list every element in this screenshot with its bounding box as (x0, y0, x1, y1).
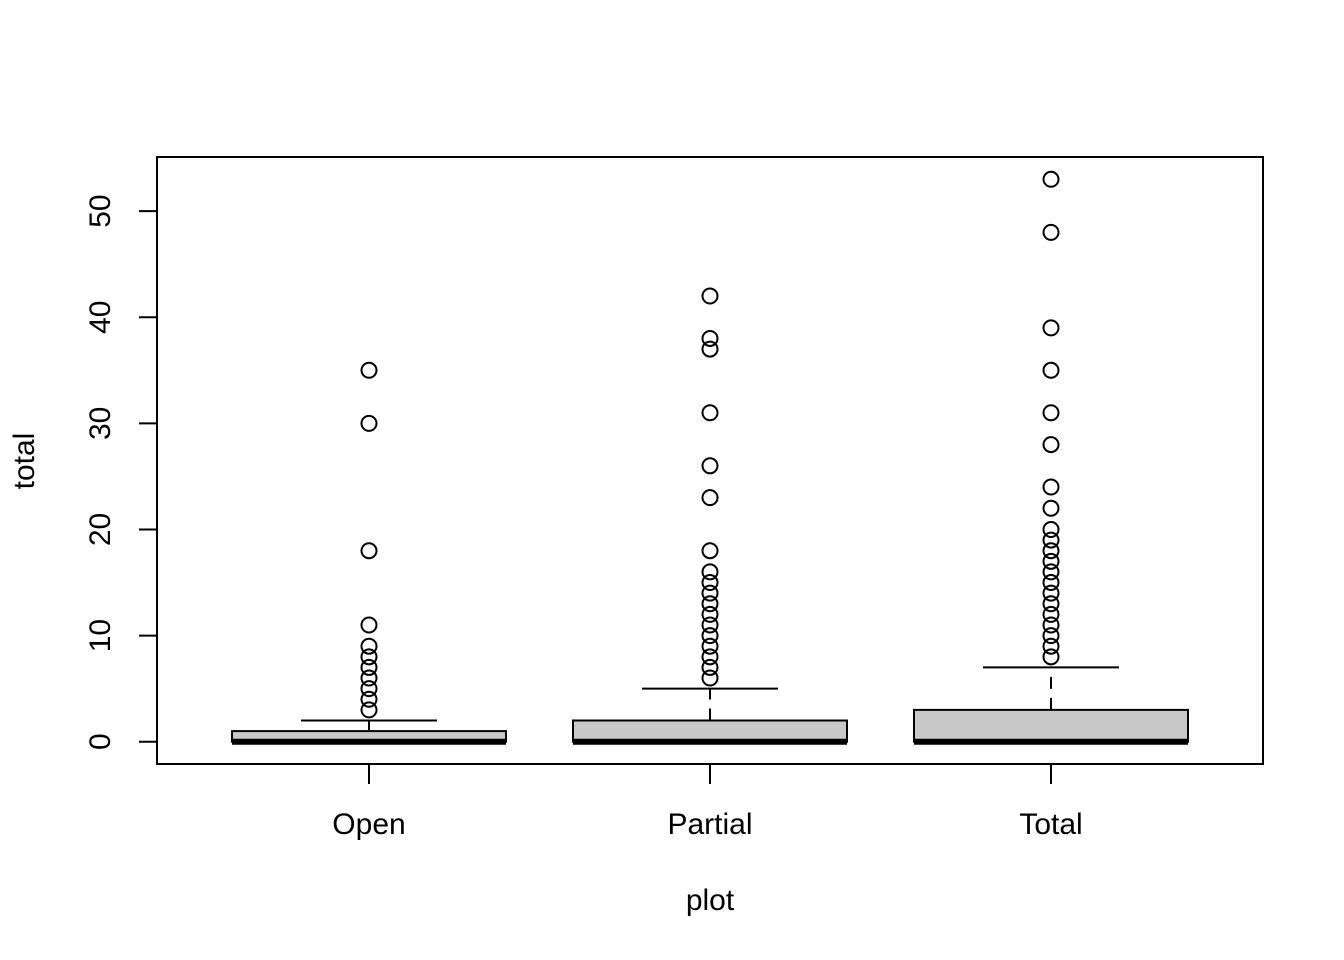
outlier-point (1042, 478, 1060, 496)
outlier-point (701, 637, 719, 655)
outlier-point (701, 287, 719, 305)
outlier-point (360, 542, 378, 560)
outlier-point (360, 658, 378, 676)
outlier-point (1042, 170, 1060, 188)
outlier-point (1042, 627, 1060, 645)
outlier-point (701, 605, 719, 623)
outlier-point (1042, 637, 1060, 655)
outlier-point (360, 690, 378, 708)
x-axis-title: plot (686, 884, 735, 917)
outlier-point (1042, 584, 1060, 602)
outlier-point (1042, 616, 1060, 634)
outlier-point (1042, 542, 1060, 560)
outlier-point (701, 574, 719, 592)
outlier-point (360, 669, 378, 687)
iqr-box (913, 708, 1189, 743)
y-tick-label: 20 (84, 513, 117, 546)
iqr-box (572, 719, 848, 743)
box-open (231, 361, 507, 745)
y-tick-label: 30 (84, 407, 117, 440)
outlier-point (1042, 404, 1060, 422)
outlier-point (360, 701, 378, 719)
outlier-point (360, 616, 378, 634)
outlier-point (360, 648, 378, 666)
outlier-point (701, 595, 719, 613)
outlier-point (1042, 520, 1060, 538)
outlier-point (1042, 574, 1060, 592)
y-tick-label: 40 (84, 301, 117, 334)
x-axis: Open Partial Total (332, 763, 1083, 841)
outlier-point (1042, 319, 1060, 337)
outlier-point (701, 584, 719, 602)
outlier-point (1042, 552, 1060, 570)
box-partial (572, 287, 848, 745)
outlier-point (1042, 563, 1060, 581)
outlier-point (360, 361, 378, 379)
outlier-point (701, 648, 719, 666)
boxes (231, 170, 1189, 745)
outlier-point (701, 340, 719, 358)
x-tick-label: Partial (667, 808, 752, 841)
plot-frame (156, 156, 1264, 765)
x-tick-label: Total (1019, 808, 1082, 841)
outlier-point (360, 637, 378, 655)
outlier-point (701, 616, 719, 634)
outlier-point (701, 563, 719, 581)
outlier-point (701, 404, 719, 422)
outlier-point (1042, 531, 1060, 549)
y-tick-label: 10 (84, 619, 117, 652)
outlier-point (1042, 436, 1060, 454)
outlier-point (701, 489, 719, 507)
outlier-point (360, 680, 378, 698)
y-tick-label: 0 (84, 733, 117, 750)
outlier-point (1042, 223, 1060, 241)
outlier-point (1042, 648, 1060, 666)
outlier-point (701, 658, 719, 676)
outlier-point (1042, 361, 1060, 379)
outlier-point (701, 542, 719, 560)
outlier-point (1042, 605, 1060, 623)
outlier-point (701, 669, 719, 687)
x-tick-label: Open (332, 808, 405, 841)
outlier-point (701, 329, 719, 347)
y-axis-title: total (8, 433, 41, 490)
outlier-point (1042, 595, 1060, 613)
y-tick-label: 50 (84, 194, 117, 227)
outlier-point (701, 627, 719, 645)
box-total (913, 170, 1189, 745)
outlier-point (360, 414, 378, 432)
outlier-point (1042, 499, 1060, 517)
outlier-point (701, 457, 719, 475)
y-axis: 0 10 20 30 40 50 (84, 194, 158, 750)
